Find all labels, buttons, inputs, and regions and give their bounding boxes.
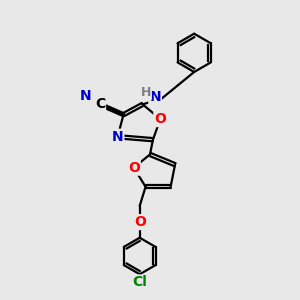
Text: O: O [134,215,146,229]
Text: N: N [149,90,161,104]
Text: O: O [154,112,166,126]
Text: H: H [140,86,151,99]
Text: N: N [112,130,123,144]
Text: N: N [80,88,91,103]
Text: C: C [95,98,105,111]
Text: O: O [128,161,140,175]
Text: Cl: Cl [132,275,147,290]
